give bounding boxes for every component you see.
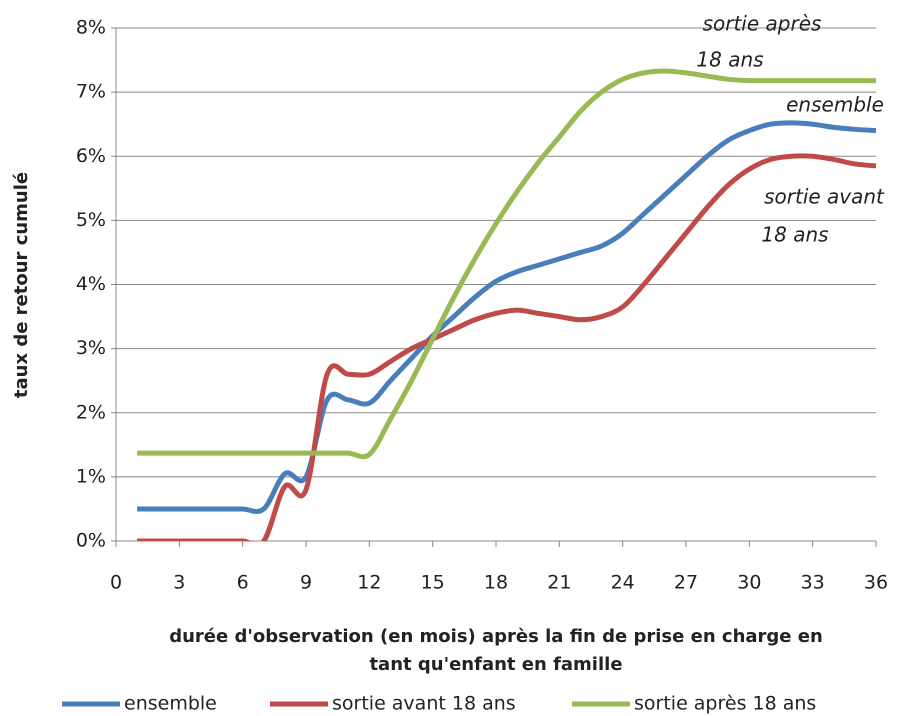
legend-label: sortie après 18 ans [634,693,816,715]
x-axis-label: durée d'observation (en mois) après la f… [169,626,823,647]
legend-label: sortie avant 18 ans [332,693,516,715]
y-tick-label: 5% [76,209,106,231]
x-tick-label: 33 [801,572,825,594]
x-tick-label: 18 [484,572,508,594]
x-tick-label: 36 [864,572,888,594]
x-tick-label: 0 [110,572,122,594]
legend-label: ensemble [124,693,217,715]
x-axis-label: tant qu'enfant en famille [369,654,622,675]
annotation: 18 ans [696,48,763,72]
annotation: ensemble [786,93,884,117]
x-tick-label: 12 [357,572,381,594]
x-tick-label: 15 [421,572,445,594]
x-tick-label: 3 [173,572,185,594]
x-tick-label: 21 [547,572,571,594]
y-tick-label: 1% [76,465,106,487]
series-line [137,153,877,541]
y-axis-label: taux de retour cumulé [11,172,32,398]
x-tick-label: 30 [737,572,761,594]
x-tick-label: 27 [674,572,698,594]
x-tick-label: 24 [611,572,635,594]
y-tick-label: 3% [76,337,106,359]
x-tick-label: 6 [237,572,249,594]
series-line [137,68,876,460]
y-tick-label: 8% [76,17,106,39]
y-tick-label: 4% [76,273,106,295]
series-line [137,120,877,515]
annotation: sortie après [703,12,822,36]
y-tick-label: 2% [76,401,106,423]
y-tick-label: 0% [76,530,106,552]
annotation: sortie avant [764,185,885,209]
y-tick-label: 7% [76,81,106,103]
x-tick-label: 9 [300,572,312,594]
annotation: 18 ans [761,223,828,247]
y-tick-label: 6% [76,145,106,167]
